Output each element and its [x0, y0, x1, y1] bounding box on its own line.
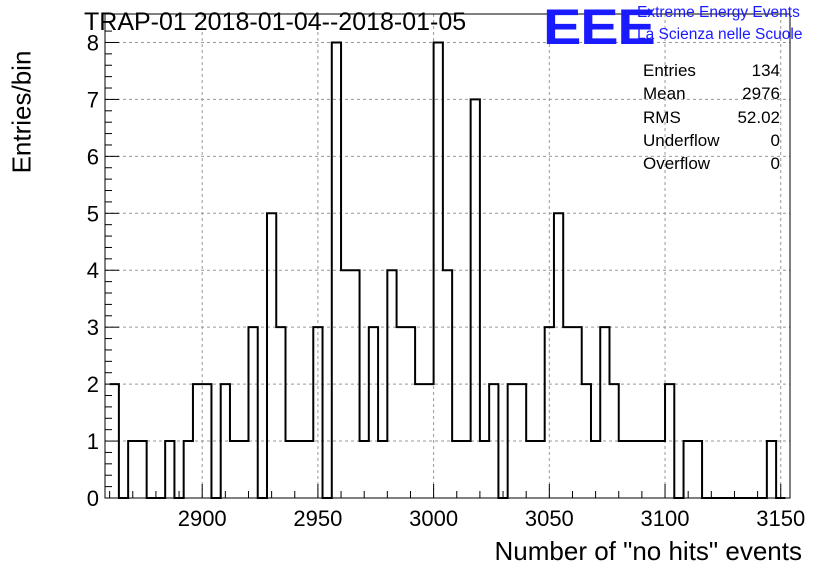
y-tick-label: 5 — [87, 201, 99, 226]
histogram-bin — [684, 441, 693, 498]
stats-label: RMS — [643, 107, 681, 127]
x-tick-label: 2900 — [178, 506, 227, 531]
x-axis-label: Number of "no hits" events — [494, 536, 803, 566]
histogram-bin — [452, 441, 461, 498]
y-tick-label: 2 — [87, 372, 99, 397]
histogram-bin — [471, 99, 480, 498]
stats-label: Overflow — [643, 154, 711, 174]
stats-box: Entries 134 Mean 2976 RMS 52.02 Underflow 0 Over… — [643, 59, 780, 175]
histogram-bin — [656, 441, 665, 498]
plot-frame — [104, 13, 791, 499]
histogram-bin — [230, 441, 239, 498]
x-tick-label: 3050 — [525, 506, 574, 531]
histogram-bin — [239, 441, 248, 498]
y-tick-label: 6 — [87, 144, 99, 169]
stats-label: Entries — [643, 61, 696, 80]
stats-label: Underflow — [643, 130, 720, 150]
x-tick-label: 3150 — [756, 506, 805, 531]
histogram-bin — [637, 441, 646, 498]
chart-title: TRAP-01 2018-01-04--2018-01-05 — [84, 8, 467, 36]
logo-line-2: La Scienza nelle Scuole — [637, 26, 803, 43]
x-tick-label: 3100 — [641, 506, 690, 531]
y-tick-label: 8 — [87, 30, 99, 55]
histogram-bin — [600, 327, 609, 498]
stats-value: 2976 — [742, 84, 780, 104]
histogram-bin — [286, 441, 295, 498]
histogram-bin — [572, 327, 581, 498]
histogram-bin — [360, 441, 369, 498]
x-axis: 2900 2950 3000 3050 3100 3150 — [109, 484, 805, 531]
stats-row: Mean 2976 — [643, 82, 780, 105]
y-axis-label: Entries/bin — [6, 50, 37, 174]
histogram-bin — [165, 441, 174, 498]
stats-row: Overflow 0 — [643, 152, 780, 175]
stats-value: 52.02 — [737, 107, 780, 127]
histogram-bin — [480, 441, 489, 498]
y-axis: 0 1 2 3 4 5 6 7 8 — [87, 30, 119, 511]
stats-label: Mean — [643, 84, 686, 104]
histogram-bin — [526, 441, 535, 498]
histogram-bin — [535, 441, 544, 498]
x-tick-label: 2950 — [293, 506, 342, 531]
histogram-bin — [619, 441, 628, 498]
stats-row: Underflow 0 — [643, 129, 780, 152]
histogram-bin — [693, 441, 702, 498]
histogram-bin — [397, 327, 406, 498]
histogram-bars — [109, 41, 786, 499]
y-tick-label: 3 — [87, 315, 99, 340]
y-tick-label: 0 — [87, 486, 99, 511]
histogram-bin — [461, 441, 470, 498]
stats-value: 0 — [770, 130, 780, 150]
stats-row: Entries 134 — [643, 59, 780, 82]
histogram-bin — [276, 327, 285, 498]
stats-value: 0 — [770, 154, 780, 174]
eee-logo: EEE — [543, 0, 656, 55]
histogram-bin — [554, 213, 563, 498]
logo-line-1: Extreme Energy Events — [637, 4, 800, 21]
histogram-bin — [184, 441, 193, 498]
y-tick-label: 7 — [87, 87, 99, 112]
histogram-bin — [591, 441, 600, 498]
histogram-bin — [128, 441, 137, 498]
histogram-bin — [248, 327, 257, 498]
histogram-outline — [109, 41, 786, 499]
histogram-bin — [647, 441, 656, 498]
histogram-bin — [369, 327, 378, 498]
grid — [105, 14, 790, 498]
histogram-bin — [628, 441, 637, 498]
stats-value: 134 — [751, 61, 780, 80]
x-tick-label: 3000 — [409, 506, 458, 531]
y-tick-label: 1 — [87, 429, 99, 454]
histogram-bin — [267, 213, 276, 498]
histogram-bin — [137, 441, 146, 498]
histogram-bin — [563, 327, 572, 498]
logo-caption: Extreme Energy Events La Scienza nelle S… — [637, 2, 802, 46]
histogram-bin — [295, 441, 304, 498]
histogram-bin — [406, 327, 415, 498]
stats-row: RMS 52.02 — [643, 106, 780, 129]
histogram-bin — [767, 441, 776, 498]
histogram-bin — [304, 441, 313, 498]
y-tick-label: 4 — [87, 258, 99, 283]
histogram-bin — [378, 441, 387, 498]
